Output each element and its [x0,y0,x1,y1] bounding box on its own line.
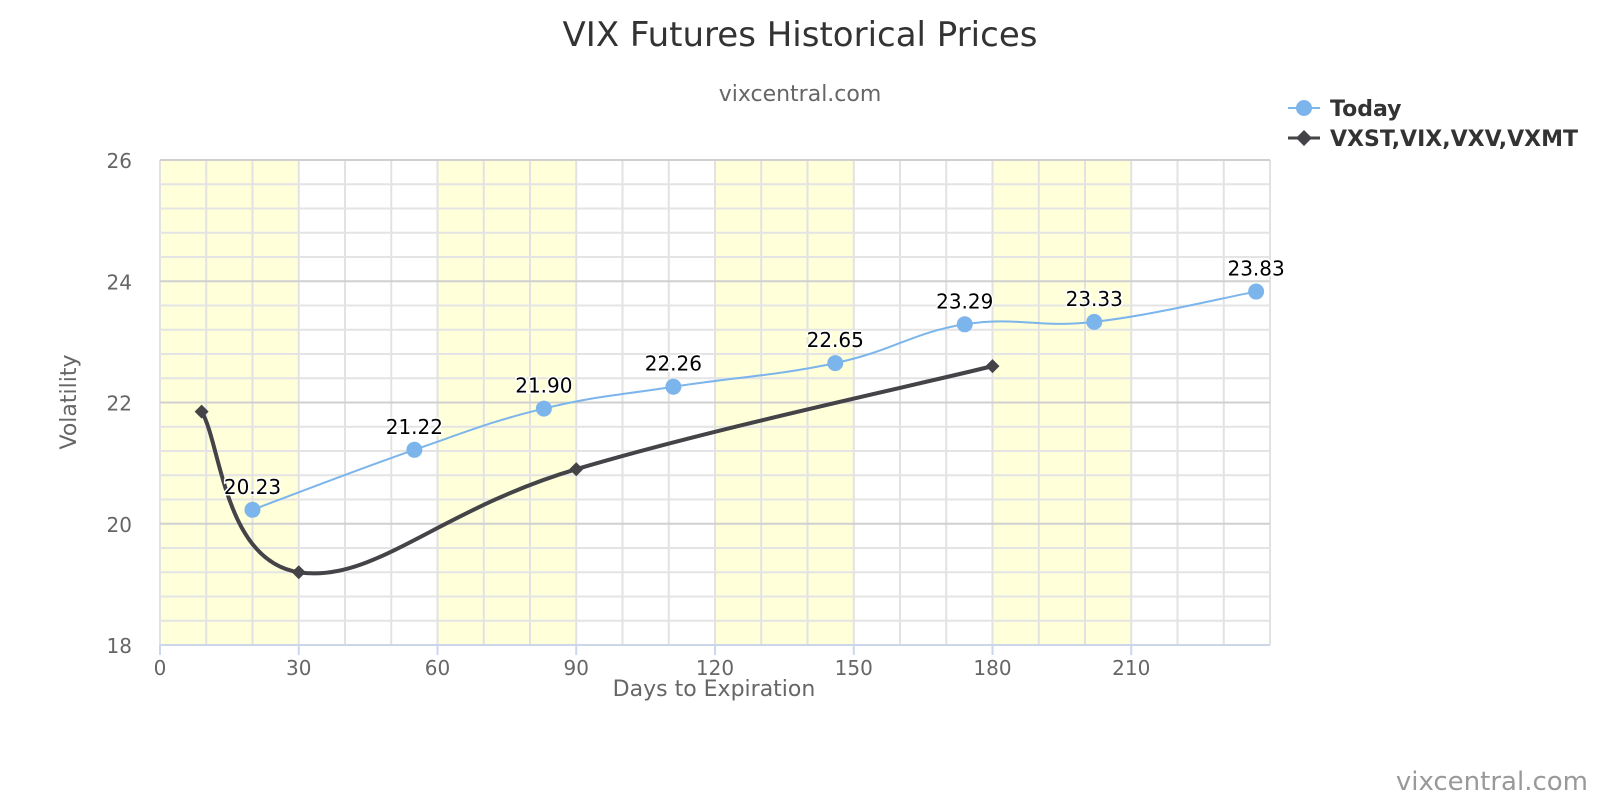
data-label: 20.23 [224,475,281,499]
x-tick-label: 0 [154,656,167,680]
legend-item-today[interactable]: Today [1288,97,1401,122]
data-labels: 20.23 21.22 21.90 22.26 22.65 23.29 23.33 23.83 [222,255,1286,500]
data-point[interactable] [244,501,261,518]
data-point[interactable] [406,441,423,458]
data-label: 21.22 [386,415,443,439]
x-tick-label: 210 [1112,656,1150,680]
legend-label: VXST,VIX,VXV,VXMT [1330,127,1578,152]
x-axis-title: Days to Expiration [613,677,816,702]
data-point[interactable] [194,404,209,419]
legend-label: Today [1330,97,1401,122]
data-point[interactable] [985,359,1000,374]
data-label: 23.83 [1227,257,1284,281]
chart-credit: vixcentral.com [1396,767,1588,797]
y-tick-label: 24 [107,270,132,294]
chart-title: VIX Futures Historical Prices [563,15,1038,55]
data-label: 22.26 [645,352,702,376]
y-tick-label: 18 [107,634,132,658]
legend-marker-diamond [1296,130,1312,146]
legend-marker-circle [1296,100,1312,116]
data-label: 23.29 [936,289,993,313]
axes: 0 30 60 90 120 150 180 210 18 20 22 24 26 [107,149,1270,680]
data-label: 23.33 [1066,287,1123,311]
data-label: 21.90 [515,374,572,398]
y-axis-title: Volatility [57,354,82,449]
x-tick-label: 90 [564,656,589,680]
data-point[interactable] [569,462,584,477]
x-tick-label: 120 [696,656,734,680]
x-tick-label: 180 [973,656,1011,680]
x-tick-label: 60 [425,656,450,680]
data-label: 22.65 [807,328,864,352]
y-tick-label: 26 [107,149,132,173]
data-point[interactable] [665,378,682,395]
data-point[interactable] [956,316,973,333]
chart-subtitle: vixcentral.com [719,82,882,107]
series-layer [194,283,1265,580]
x-tick-label: 30 [286,656,311,680]
data-point[interactable] [827,355,844,372]
series-line [199,364,995,576]
y-tick-label: 22 [107,392,132,416]
data-point[interactable] [1248,283,1265,300]
data-point[interactable] [291,565,306,580]
legend: Today VXST,VIX,VXV,VXMT [1288,97,1578,152]
y-tick-label: 20 [107,513,132,537]
legend-item-vxst-vix-vxv-vxmt[interactable]: VXST,VIX,VXV,VXMT [1288,127,1578,152]
data-point[interactable] [1086,313,1103,330]
x-tick-label: 150 [835,656,873,680]
data-point[interactable] [535,400,552,417]
